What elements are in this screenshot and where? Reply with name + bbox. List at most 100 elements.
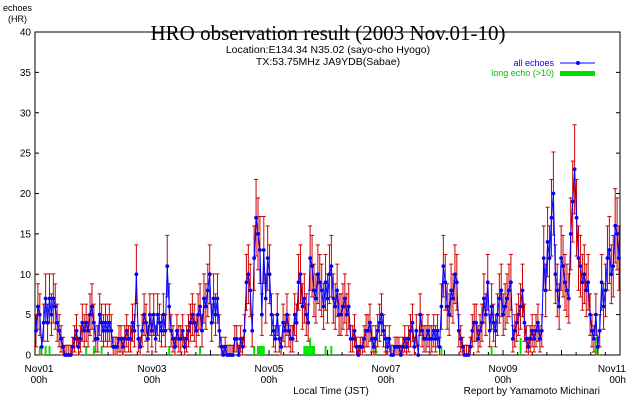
all-echoes-point <box>198 304 202 309</box>
all-echoes-point <box>354 345 359 349</box>
all-echoes-point <box>252 256 257 260</box>
x-axis-label: Local Time (JST) <box>293 386 369 397</box>
all-echoes-point <box>615 231 620 236</box>
all-echoes-point <box>595 345 600 349</box>
all-echoes-point <box>391 353 396 357</box>
all-echoes-point <box>230 353 235 357</box>
all-echoes-point <box>119 336 123 341</box>
long-echo-bar <box>253 345 256 355</box>
all-echoes-point <box>366 328 370 333</box>
all-echoes-point <box>275 312 280 317</box>
all-echoes-point <box>312 288 316 293</box>
all-echoes-point <box>327 272 332 277</box>
y-tick-label: 0 <box>25 351 31 362</box>
all-echoes-series <box>34 167 621 357</box>
all-echoes-point <box>144 320 148 325</box>
all-echoes-point <box>202 296 206 301</box>
long-echo-bar <box>303 345 306 355</box>
all-echoes-point <box>254 215 258 220</box>
all-echoes-point <box>34 328 38 333</box>
all-echoes-point <box>140 328 145 333</box>
all-echoes-point <box>381 328 386 333</box>
x-tick-label-hour: 00h <box>261 375 278 386</box>
x-tick-label-hour: 00h <box>495 375 512 386</box>
all-echoes-point <box>509 280 513 285</box>
all-echoes-point <box>82 328 87 333</box>
legend-label-all-echoes: all echoes <box>513 58 554 68</box>
all-echoes-point <box>242 328 247 333</box>
all-echoes-point <box>45 320 50 325</box>
all-echoes-point <box>203 304 208 309</box>
all-echoes-point <box>495 312 500 317</box>
all-echoes-point <box>246 272 251 277</box>
legend-marker-all-echoes <box>576 61 580 65</box>
all-echoes-point <box>61 345 65 349</box>
long-echo-bar <box>85 345 88 355</box>
all-echoes-point <box>553 272 558 277</box>
all-echoes-point <box>321 304 326 309</box>
all-echoes-point <box>601 304 606 309</box>
all-echoes-point <box>499 288 504 293</box>
all-echoes-point <box>80 320 85 325</box>
all-echoes-point <box>520 288 525 293</box>
all-echoes-point <box>497 296 502 301</box>
y-tick-label: 5 <box>25 310 31 321</box>
all-echoes-point <box>572 167 577 172</box>
all-echoes-point <box>586 280 591 285</box>
all-echoes-point <box>565 288 569 293</box>
all-echoes-point <box>441 264 446 269</box>
all-echoes-point <box>487 328 492 333</box>
all-echoes-point <box>416 353 421 357</box>
all-echoes-point <box>101 328 106 333</box>
all-echoes-point <box>408 328 413 333</box>
all-echoes-point <box>373 336 378 341</box>
all-echoes-point <box>188 320 193 325</box>
all-echoes-point <box>88 312 92 317</box>
all-echoes-point <box>213 312 218 317</box>
all-echoes-point <box>344 312 349 317</box>
all-echoes-point <box>205 288 210 293</box>
all-echoes-point <box>51 296 56 301</box>
all-echoes-point <box>505 296 509 301</box>
all-echoes-point <box>124 328 129 333</box>
all-echoes-point <box>184 336 189 341</box>
chart-title: HRO observation result (2003 Nov.01-10) <box>150 21 505 45</box>
y-tick-label: 15 <box>20 229 32 240</box>
long-echo-bar <box>258 345 261 355</box>
all-echoes-point <box>47 296 52 301</box>
all-echoes-point <box>163 328 168 333</box>
all-echoes-point <box>190 312 195 317</box>
all-echoes-point <box>302 296 307 301</box>
all-echoes-point <box>445 304 450 309</box>
all-echoes-point <box>551 191 556 196</box>
all-echoes-point <box>240 345 245 349</box>
all-echoes-point <box>261 248 266 252</box>
all-echoes-point <box>314 296 318 301</box>
all-echoes-point <box>329 264 334 269</box>
all-echoes-point <box>410 320 415 325</box>
all-echoes-point <box>485 280 490 285</box>
all-echoes-point <box>561 264 565 269</box>
all-echoes-point <box>250 328 255 333</box>
all-echoes-point <box>468 345 473 349</box>
all-echoes-point <box>308 256 313 260</box>
all-echoes-point <box>605 256 610 260</box>
all-echoes-point <box>524 336 529 341</box>
all-echoes-point <box>431 328 436 333</box>
credit-text: Report by Yamamoto Michinari <box>464 386 600 397</box>
all-echoes-point <box>539 328 544 333</box>
all-echoes-point <box>223 345 228 349</box>
all-echoes-point <box>375 328 380 333</box>
all-echoes-point <box>149 328 154 333</box>
all-echoes-point <box>196 312 201 317</box>
x-tick-label-date: Nov03 <box>138 364 167 375</box>
all-echoes-point <box>356 353 361 357</box>
all-echoes-point <box>97 312 102 317</box>
all-echoes-point <box>91 320 96 325</box>
all-echoes-point <box>377 320 382 325</box>
all-echoes-point <box>221 353 226 357</box>
all-echoes-point <box>107 320 112 325</box>
all-echoes-point <box>146 336 150 341</box>
all-echoes-point <box>466 353 471 357</box>
long-echo-bar <box>257 345 259 355</box>
